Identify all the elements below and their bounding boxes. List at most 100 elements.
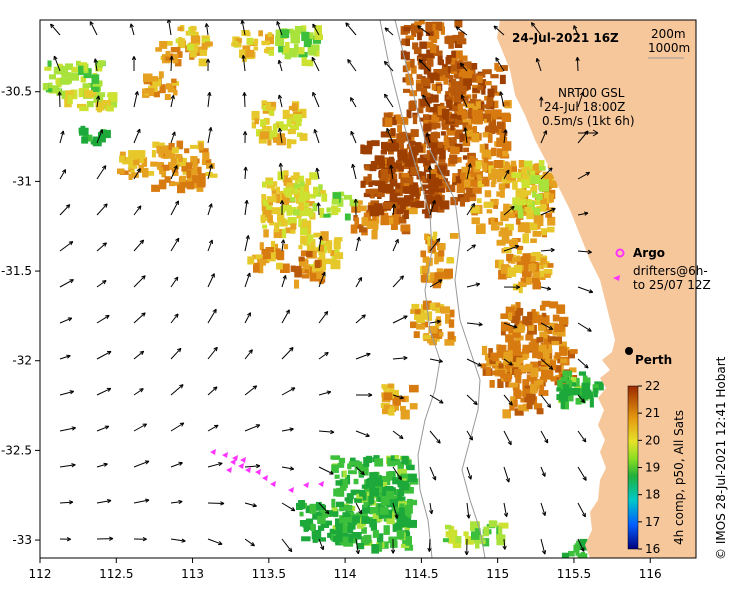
sst-cell — [581, 382, 590, 393]
sst-cell — [291, 183, 302, 189]
sst-cell — [396, 140, 403, 148]
sst-cell — [369, 488, 379, 497]
sst-cell — [484, 190, 492, 198]
sst-cell — [368, 495, 374, 505]
sst-cell — [547, 263, 554, 268]
sst-cell — [453, 93, 461, 102]
sst-cell — [266, 196, 277, 203]
sst-cell — [365, 188, 371, 194]
sst-cell — [444, 72, 451, 79]
sst-cell — [263, 229, 269, 238]
sst-cell — [362, 492, 367, 501]
sst-cell — [289, 125, 299, 131]
sst-cell — [505, 378, 510, 388]
current-arrow — [207, 346, 218, 360]
sst-cell — [514, 408, 524, 416]
sst-cell — [551, 340, 560, 346]
current-arrow — [313, 128, 320, 144]
sst-cell — [293, 265, 302, 273]
sst-cell — [319, 190, 326, 195]
sst-cell — [396, 474, 404, 479]
current-arrow — [429, 199, 436, 216]
sst-cell — [537, 325, 546, 331]
sst-cell — [451, 57, 458, 64]
sst-cell — [133, 158, 140, 166]
sst-cell — [462, 141, 471, 147]
current-arrow — [540, 322, 554, 330]
sst-cell — [490, 217, 495, 223]
sst-cell — [374, 180, 384, 186]
sst-cell — [172, 53, 179, 64]
sst-cell — [472, 87, 480, 93]
sst-cell — [456, 63, 464, 69]
sst-cell — [495, 170, 502, 179]
sst-cell — [506, 253, 514, 262]
sst-cell — [305, 518, 314, 527]
sst-cell — [376, 192, 385, 198]
colorbar-label: 4h comp, p50, All Sats — [672, 410, 686, 545]
sst-cell — [388, 149, 394, 155]
sst-cell — [78, 88, 87, 98]
sst-cell — [156, 162, 164, 170]
sst-cell — [315, 247, 320, 253]
sst-cell — [482, 132, 492, 138]
current-arrow — [207, 91, 212, 108]
sst-cell — [456, 38, 467, 45]
sst-cell — [548, 193, 554, 203]
sst-cell — [158, 149, 164, 158]
sst-cell — [411, 188, 420, 197]
sst-cell — [354, 224, 364, 229]
sst-cell — [398, 216, 407, 224]
current-arrow — [133, 275, 146, 288]
sst-cell — [496, 121, 505, 129]
sst-cell — [184, 148, 190, 154]
sst-cell — [443, 135, 449, 141]
sst-cell — [517, 324, 526, 331]
scale-200m: 200m — [651, 27, 686, 41]
sst-cell — [477, 180, 484, 188]
sst-cell — [381, 141, 388, 150]
sst-cell — [407, 519, 417, 528]
sst-cell — [128, 173, 133, 180]
sst-cell — [399, 517, 409, 528]
sst-cell — [101, 100, 111, 106]
sst-cell — [383, 525, 390, 535]
x-tick-label: 113.5 — [252, 567, 286, 581]
sst-cell — [406, 109, 412, 119]
sst-cell — [117, 168, 125, 175]
sst-cell — [545, 358, 550, 364]
sst-cell — [577, 553, 588, 558]
current-arrow — [207, 538, 223, 546]
sst-cell — [280, 193, 285, 203]
sst-cell — [266, 101, 277, 109]
sst-cell — [483, 143, 489, 150]
sst-cell — [309, 503, 317, 514]
sst-cell — [362, 145, 373, 155]
current-arrow — [466, 466, 472, 480]
colorbar-tick-label: 22 — [645, 379, 660, 393]
sst-cell — [313, 186, 319, 196]
current-arrow — [207, 203, 213, 216]
current-arrow — [540, 207, 556, 216]
sst-cell — [311, 44, 320, 51]
sst-cell — [500, 188, 505, 198]
sst-cell — [465, 536, 474, 545]
sst-cell — [286, 206, 292, 216]
sst-cell — [317, 525, 325, 531]
sst-cell — [483, 157, 489, 163]
sst-cell — [369, 472, 378, 478]
current-arrow — [244, 502, 257, 508]
sst-cell — [245, 32, 251, 37]
sst-cell — [515, 335, 524, 341]
sst-cell — [546, 226, 555, 233]
sst-cell — [408, 140, 416, 146]
sst-cell — [411, 23, 416, 31]
sst-cell — [396, 117, 403, 125]
current-arrow — [244, 385, 258, 396]
sst-cell — [509, 325, 514, 333]
current-arrow — [345, 22, 357, 36]
sst-cell — [103, 129, 111, 139]
sst-cell — [442, 538, 449, 543]
sst-cell — [266, 182, 275, 189]
sst-cell — [531, 223, 538, 231]
